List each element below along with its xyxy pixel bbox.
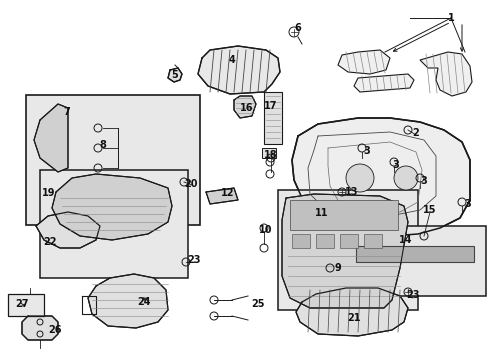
Text: 3: 3 [392,160,399,170]
Text: 17: 17 [264,101,277,111]
Text: 3: 3 [363,146,369,156]
Bar [347,226,485,296]
Text: 3: 3 [420,176,427,186]
Text: 1: 1 [447,13,453,23]
Text: 20: 20 [184,179,197,189]
Text: 24: 24 [137,297,150,307]
Bar [278,190,417,310]
Bar [355,246,473,262]
Text: 27: 27 [15,299,29,309]
Text: 25: 25 [251,299,264,309]
Bar [8,294,44,316]
Bar [315,234,333,248]
Bar [40,170,187,278]
Text: 13: 13 [345,187,358,197]
Text: 19: 19 [42,188,56,198]
Text: 6: 6 [294,23,301,33]
Text: 8: 8 [100,140,106,150]
Text: 3: 3 [464,199,470,209]
Circle shape [346,164,373,192]
Text: 14: 14 [398,235,412,245]
Text: 11: 11 [315,208,328,218]
Text: 7: 7 [63,107,70,117]
Bar [264,92,282,144]
Text: 21: 21 [346,313,360,323]
Text: 16: 16 [240,103,253,113]
Bar [26,95,200,225]
Polygon shape [36,212,100,248]
Text: 23: 23 [406,290,419,300]
Polygon shape [205,188,238,204]
Text: 2: 2 [412,128,419,138]
Text: 10: 10 [259,225,272,235]
Bar [339,234,357,248]
Polygon shape [295,288,407,336]
Bar [262,148,275,158]
Text: 15: 15 [423,205,436,215]
Bar [291,234,309,248]
Polygon shape [282,194,407,308]
Text: 9: 9 [334,263,341,273]
Text: 26: 26 [48,325,61,335]
Polygon shape [168,68,182,82]
Polygon shape [198,46,280,94]
Bar [363,234,381,248]
Polygon shape [419,52,471,96]
Polygon shape [234,96,256,118]
Text: 18: 18 [264,150,277,160]
Bar [289,200,397,230]
Polygon shape [34,104,68,172]
Polygon shape [88,274,168,328]
Text: 12: 12 [221,188,234,198]
Polygon shape [291,118,469,236]
Polygon shape [22,316,58,340]
Text: 22: 22 [43,237,57,247]
Text: 23: 23 [187,255,201,265]
Polygon shape [337,50,389,74]
Polygon shape [353,74,413,92]
Polygon shape [52,174,172,240]
Text: 4: 4 [228,55,235,65]
Text: 5: 5 [171,70,178,80]
Circle shape [393,166,417,190]
